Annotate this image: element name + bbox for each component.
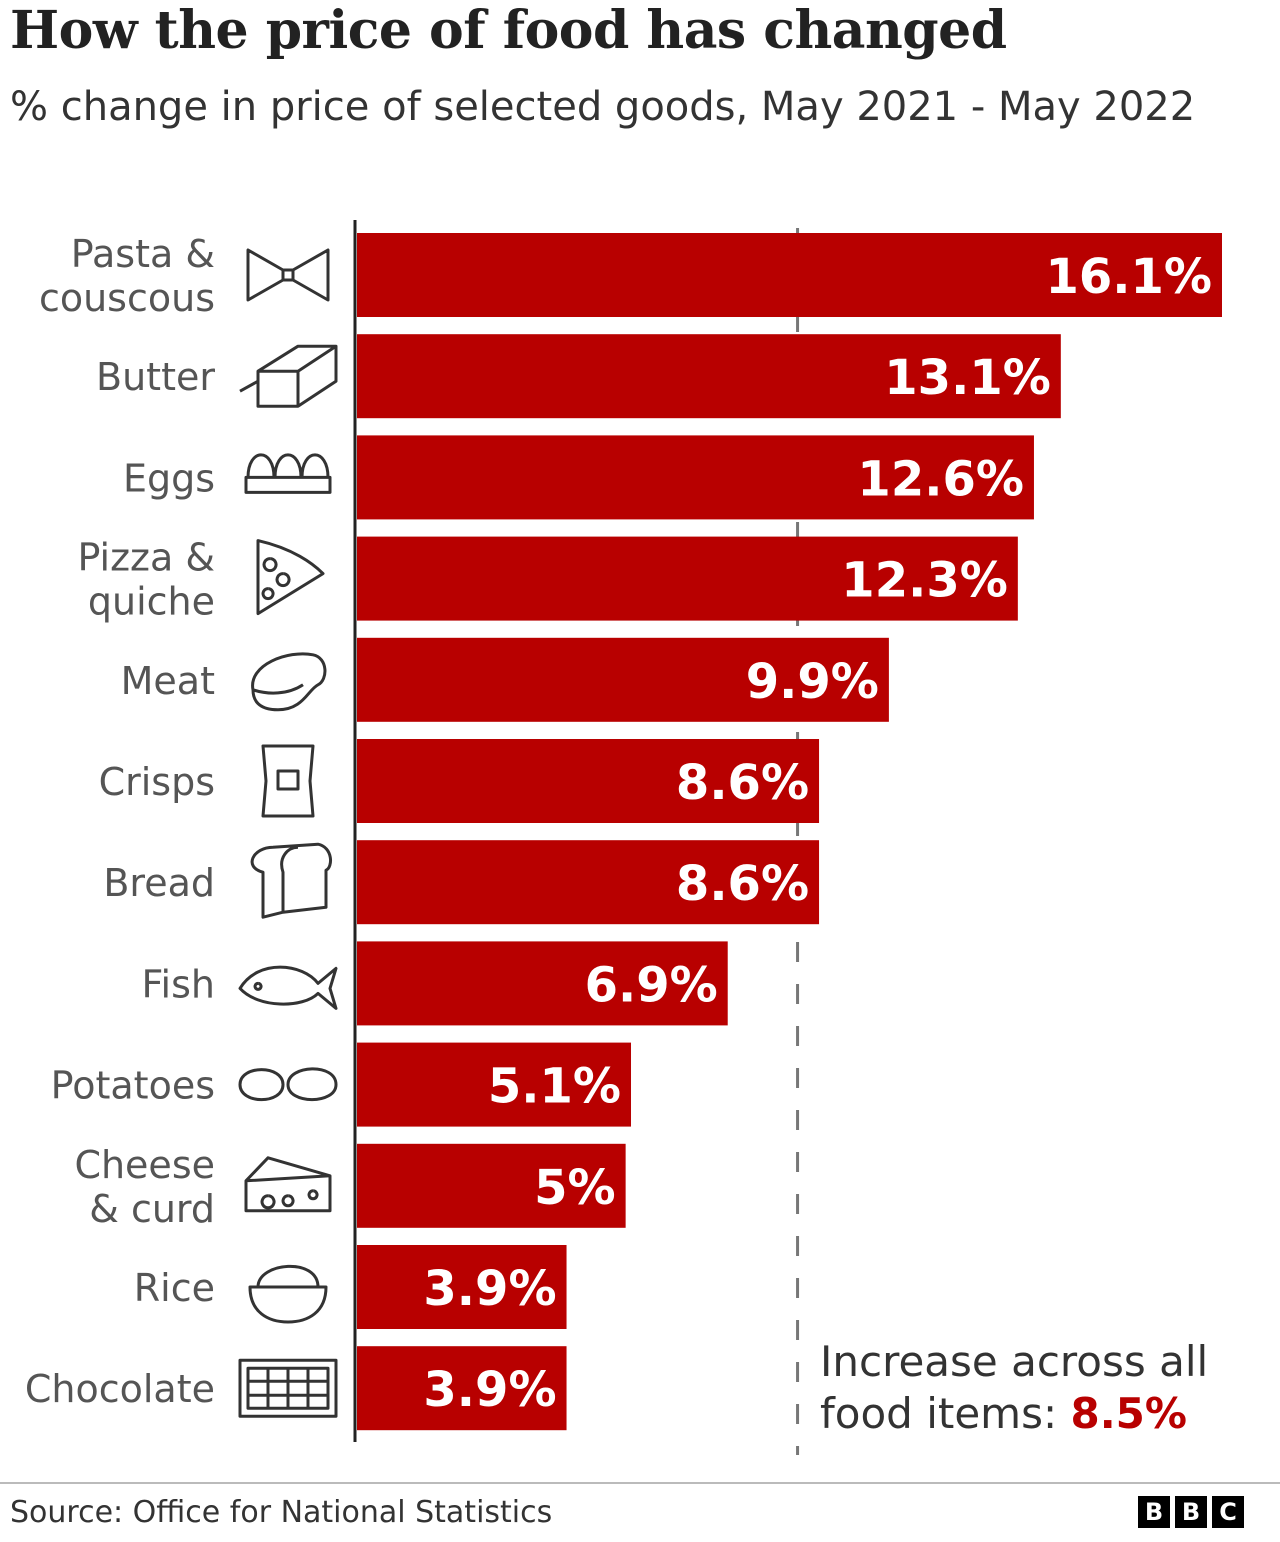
icon-outline [244,1156,332,1213]
category-label: Pasta & [71,232,215,276]
bar-value-label: 6.9% [585,957,718,1013]
category-label: Fish [141,962,215,1006]
source-note: Source: Office for National Statistics [10,1495,553,1530]
chart-title: How the price of food has changed [10,0,1007,61]
category-label: & curd [89,1187,215,1231]
rice-icon [248,1264,328,1324]
eggs-icon [244,453,332,494]
bar-value-label: 9.9% [746,654,879,710]
bar-value-label: 3.9% [423,1362,556,1418]
meat-icon [251,652,327,712]
butter-icon [239,344,338,408]
bar [357,739,820,823]
potatoes-icon [238,1067,338,1102]
reference-annotation: Increase across all [820,1337,1208,1386]
bar [357,536,1018,621]
category-label: Meat [121,659,215,703]
category-label: couscous [39,276,215,320]
category-label: quiche [88,580,215,624]
icon-outline [248,1264,328,1324]
pasta-icon [246,248,330,302]
bar-value-label: 5.1% [488,1059,621,1115]
bar-value-label: 13.1% [884,350,1051,406]
icon-outline [239,344,338,408]
category-label: Chocolate [25,1367,215,1411]
bar [357,637,889,722]
pizza-icon [256,539,325,616]
category-label: Potatoes [51,1064,215,1108]
bar [357,1346,567,1431]
category-label: Butter [96,355,215,399]
bar [357,840,820,925]
reference-annotation: food items: 8.5% [820,1389,1187,1438]
crisps-icon [261,744,315,818]
category-label: Eggs [123,456,215,500]
bar-chart: 16.1% Pasta &couscous 13.1% Butter 12.6% Eggs… [25,220,1222,1455]
bar [357,233,1222,317]
category-label: Bread [103,861,215,905]
bar-value-label: 3.9% [423,1261,556,1317]
category-label: Rice [134,1266,215,1310]
logo-letter: B [1138,1496,1170,1528]
category-label: Crisps [99,760,215,804]
bar [357,1245,567,1329]
fish-icon [238,965,338,1010]
icon-outline [244,453,332,494]
bbc-logo: B B C [1138,1496,1244,1528]
icon-outline [261,744,315,818]
bar-value-label: 5% [534,1160,616,1216]
chocolate-icon [238,1358,338,1418]
reference-value: 8.5% [1070,1389,1186,1438]
icon-outline [238,1067,338,1102]
bar-value-label: 12.6% [857,451,1024,507]
category-label: Pizza & [77,536,215,580]
footer-divider [0,1482,1280,1484]
category-label: Cheese [74,1143,215,1187]
bar [357,1143,626,1228]
bar [357,941,728,1026]
chart-subtitle: % change in price of selected goods, May… [10,84,1196,130]
logo-letter: C [1212,1496,1244,1528]
icon-outline [250,842,332,919]
bar-value-label: 16.1% [1045,249,1212,305]
icon-outline [251,652,327,712]
icon-outline [246,248,330,302]
bar-value-label: 8.6% [676,856,809,912]
icon-outline [238,965,338,1010]
icon-outline [238,1358,338,1418]
logo-letter: B [1175,1496,1207,1528]
bar [357,334,1061,419]
bar-value-label: 12.3% [841,553,1008,609]
icon-outline [256,539,325,616]
bar [357,1042,632,1127]
cheese-icon [244,1156,332,1213]
bread-icon [250,842,332,919]
bar-value-label: 8.6% [676,755,809,811]
bar [357,435,1034,520]
